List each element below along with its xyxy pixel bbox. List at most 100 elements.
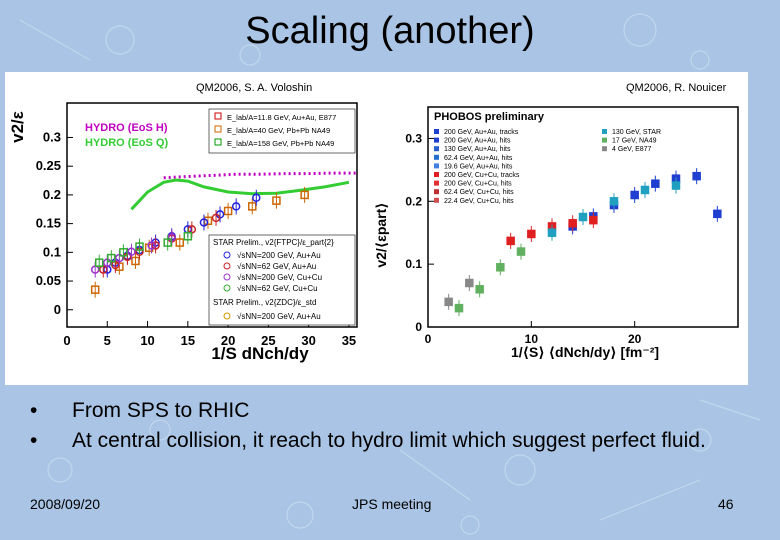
data-point — [547, 228, 557, 237]
data-point — [527, 229, 536, 239]
right-chart: 0 10 20 0 0.1 0.2 0.3 1/⟨S⟩ ⟨dNch/dy⟩ [fm⁻²] v2/… — [373, 106, 739, 360]
data-point — [671, 181, 681, 190]
legend-marker — [434, 172, 439, 177]
data-point — [692, 171, 701, 181]
legend-entry: 200 GeV, Cu+Cu, tracks — [444, 172, 520, 179]
x-tick-label: 25 — [261, 333, 275, 348]
legend-entry: √sNN=200 GeV, Au+Au — [237, 251, 321, 260]
y-tick-label: 0.3 — [405, 131, 422, 145]
data-point — [199, 218, 209, 227]
legend-marker — [223, 251, 231, 259]
legend-entry: E_lab/A=158 GeV, Pb+Pb NA49 — [227, 139, 334, 148]
legend-marker — [434, 137, 439, 143]
data-point — [630, 190, 639, 200]
hydro-label: HYDRO (EoS Q) — [85, 137, 168, 149]
y-tick-label: 0.1 — [405, 257, 422, 271]
data-point — [496, 263, 505, 272]
legend-entry: 200 GeV, Cu+Cu, hits — [444, 181, 512, 188]
legend-marker — [434, 189, 439, 195]
legend-entry: 4 GeV, E877 — [612, 146, 652, 153]
legend-entry: 22.4 GeV, Cu+Cu, hits — [444, 198, 514, 205]
legend-entry: 17 GeV, NA49 — [612, 138, 657, 145]
data-point — [454, 303, 464, 313]
data-point — [640, 185, 650, 195]
data-point — [475, 285, 484, 294]
footer-meeting: JPS meeting — [352, 496, 432, 512]
legend-marker — [602, 137, 607, 143]
legend-marker — [434, 163, 439, 169]
legend-entry: 62.4 GeV, Cu+Cu, hits — [444, 189, 514, 196]
y-tick-label: 0.05 — [36, 273, 61, 288]
x-tick-label: 10 — [140, 333, 154, 348]
data-point — [568, 219, 577, 228]
bullet-item: • From SPS to RHIC — [28, 396, 712, 426]
bullet-text: At central collision, it reach to hydro … — [72, 429, 706, 452]
y-tick-label: 0.3 — [43, 129, 61, 144]
legend-marker — [214, 138, 222, 146]
data-point — [252, 193, 261, 203]
data-point — [203, 216, 213, 225]
data-point — [94, 258, 104, 267]
legend-entry: E_lab/A=11.8 GeV, Au+Au, E877 — [227, 113, 336, 122]
data-point — [300, 190, 309, 200]
data-point — [119, 248, 128, 257]
legend-entry: E_lab/A=40 GeV, Pb+Pb NA49 — [227, 126, 330, 135]
data-point — [248, 202, 257, 211]
x-axis-label: 1/⟨S⟩ ⟨dNch/dy⟩ [fm⁻²] — [511, 344, 659, 360]
x-tick-label: 30 — [301, 333, 315, 348]
data-point — [131, 256, 140, 266]
y-tick-label: 0.15 — [36, 216, 61, 231]
legend-marker — [223, 312, 231, 320]
bullet-list: • From SPS to RHIC • At central collision,… — [28, 396, 712, 456]
data-point — [578, 212, 588, 222]
legend-marker — [602, 146, 607, 152]
legend-marker — [434, 197, 439, 203]
legend-header: STAR Prelim., v2{ZDC}/ε_std — [213, 298, 316, 307]
y-axis-label: v2/ε — [8, 111, 27, 143]
legend-header: STAR Prelim., v2{FTPC}/ε_part{2} — [213, 238, 334, 247]
data-point — [516, 247, 526, 256]
x-axis-label: 1/S dNch/dy — [211, 344, 309, 363]
data-point — [151, 241, 160, 250]
legend-entry: 200 GeV, Au+Au, tracks — [444, 129, 519, 136]
data-point — [272, 196, 281, 205]
data-point — [127, 247, 136, 257]
footer-page-number: 46 — [718, 496, 734, 512]
data-point — [90, 285, 100, 294]
legend-marker — [223, 284, 231, 292]
legend-header: PHOBOS preliminary — [434, 111, 545, 123]
y-tick-label: 0 — [54, 302, 61, 317]
footer-date: 2008/09/20 — [30, 496, 101, 512]
data-point — [223, 206, 233, 216]
y-tick-label: 0.25 — [36, 158, 61, 173]
legend-entry: 130 GeV, Au+Au, hits — [444, 146, 511, 153]
data-point — [107, 253, 116, 263]
x-tick-label: 0 — [63, 333, 70, 348]
data-point — [211, 213, 221, 223]
data-point — [135, 242, 144, 251]
bullet-dot-icon: • — [30, 399, 38, 422]
y-tick-label: 0 — [415, 320, 422, 334]
legend-entry: √sNN=62 GeV, Cu+Cu — [237, 284, 318, 293]
legend-marker — [434, 154, 439, 160]
data-point — [175, 238, 185, 247]
legend-entry: 130 GeV, STAR — [612, 129, 661, 136]
data-point — [465, 278, 474, 288]
legend-marker — [434, 146, 439, 152]
data-point — [713, 209, 722, 219]
x-tick-label: 10 — [525, 332, 539, 346]
data-point — [651, 179, 660, 188]
data-point — [163, 238, 172, 247]
hydro-curve — [163, 171, 357, 180]
slide-title: Scaling (another) — [245, 10, 535, 52]
x-tick-label: 0 — [425, 332, 432, 346]
legend-marker — [223, 273, 231, 281]
y-tick-label: 0.2 — [405, 194, 422, 208]
data-point — [589, 215, 598, 225]
legend-marker — [223, 262, 231, 270]
legend-marker — [602, 129, 607, 134]
legend-marker — [434, 180, 439, 186]
legend-marker — [434, 129, 439, 134]
legend-entry: 200 GeV, Au+Au, hits — [444, 138, 511, 145]
data-point — [231, 202, 241, 211]
